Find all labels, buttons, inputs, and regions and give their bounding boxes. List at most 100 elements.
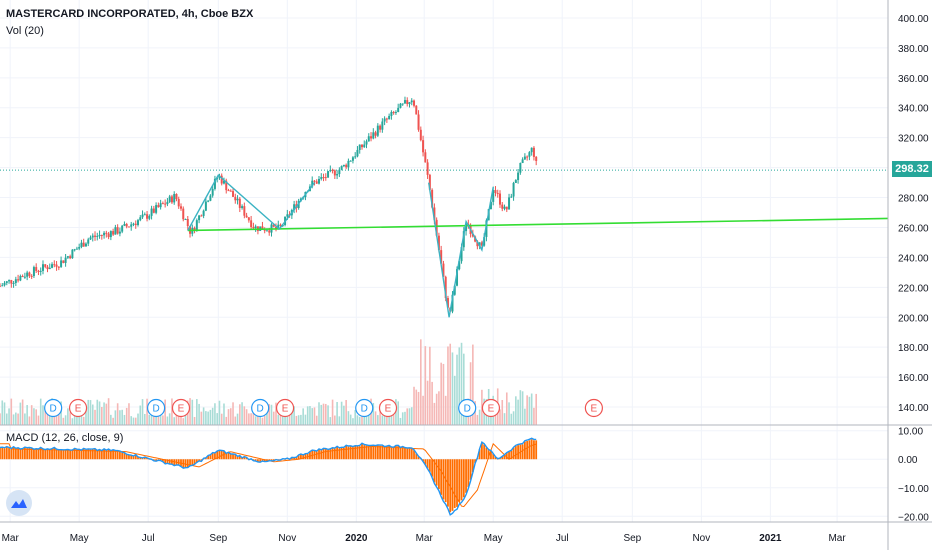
macd-histogram-bar [37,449,40,460]
candle-body [137,220,140,226]
volume-bar [143,413,146,425]
macd-histogram-bar [345,445,348,460]
earnings-marker-icon[interactable]: E [68,398,88,418]
macd-histogram-bar [109,450,112,460]
volume-bar [162,415,164,425]
dividend-marker-icon[interactable]: D [355,398,374,418]
macd-panel [0,437,538,516]
candle-body [419,129,422,141]
candle-body [30,275,33,277]
volume-bar [146,398,148,425]
candle-body [234,196,237,201]
candle-body [193,227,196,231]
price-candles[interactable] [0,96,538,314]
dividend-marker-icon[interactable]: D [458,398,477,418]
candle-body [170,196,173,203]
volume-bar [200,411,203,425]
macd-histogram-bar [134,454,137,460]
volume-bar [91,404,94,425]
earnings-marker-icon[interactable]: E [481,398,501,418]
event-circle [275,398,295,418]
dividend-marker-icon[interactable]: D [147,398,166,418]
volume-bar [377,415,379,425]
volume-bar [157,410,160,425]
macd-histogram-bar [57,450,60,460]
volume-bar [372,402,375,425]
earnings-marker-icon[interactable]: E [171,398,191,418]
date-tick-label: Jul [142,533,155,544]
candle-body [166,201,169,205]
volume-bar [196,399,198,425]
candle-body [51,264,54,268]
volume-bar [245,409,248,425]
macd-histogram-bar [64,450,67,460]
macd-histogram-bar [406,448,409,460]
macd-histogram-bar [503,454,506,460]
macd-histogram-bar [358,446,361,460]
dividend-marker-icon[interactable]: D [251,398,270,418]
tradingview-logo-icon[interactable] [6,490,32,516]
volume-bar [279,411,282,425]
volume-bar [139,405,142,425]
volume-bar [12,414,15,425]
volume-bar [530,393,533,425]
candle-body [275,226,278,229]
macd-histogram-bar [80,450,83,460]
macd-histogram-bar [238,455,241,460]
candle-body [12,282,15,284]
volume-bar [223,403,225,425]
candle-body [510,196,513,198]
macd-histogram-bar [399,447,402,460]
macd-histogram-bar [433,459,436,483]
candle-body [207,200,210,202]
volume-bar [444,395,447,425]
earnings-marker-icon[interactable]: E [275,398,295,418]
dividend-marker-icon[interactable]: D [44,398,63,418]
volume-bar [225,416,228,425]
volume-bar [141,399,144,425]
candle-body [69,256,72,259]
volume-bar [440,362,442,425]
volume-bar [252,403,255,425]
candle-body [75,248,78,250]
macd-histogram-bar [30,448,33,460]
candle-body [406,100,409,105]
candle-body [263,229,266,231]
earnings-marker-icon[interactable]: E [378,398,398,418]
macd-histogram-bar [232,454,234,460]
macd-histogram-bar [139,457,142,460]
volume-bar [164,399,166,425]
event-circle [584,398,603,418]
volume-bar [198,403,200,425]
price-tick-label: 320.00 [898,134,929,145]
macd-histogram-bar [261,459,264,461]
macd-histogram-bar [505,452,508,460]
candle-body [313,180,316,182]
volume-bar [114,410,117,425]
macd-histogram-bar [76,449,78,460]
candle-body [424,152,427,163]
macd-histogram-bar [112,450,115,460]
candle-body [392,112,395,114]
candle-body [225,180,228,191]
macd-histogram-bar [490,450,492,460]
macd-histogram-bar [19,449,22,460]
candle-body [3,282,6,286]
volume-bar [180,416,182,425]
candle-body [17,279,20,281]
macd-histogram-bar [166,459,169,464]
candle-body [381,121,384,130]
macd-histogram-bar [508,451,510,460]
candle-body [460,247,463,262]
macd-histogram-bar [444,459,447,503]
candle-body [458,261,461,270]
candle-body [60,260,63,267]
earnings-marker-icon[interactable]: E [584,398,603,418]
volume-bar [266,408,268,425]
macd-histogram-bar [304,453,307,460]
drawing-annotations[interactable] [187,173,889,318]
candle-body [367,136,370,142]
pattern-polyline [187,173,316,231]
